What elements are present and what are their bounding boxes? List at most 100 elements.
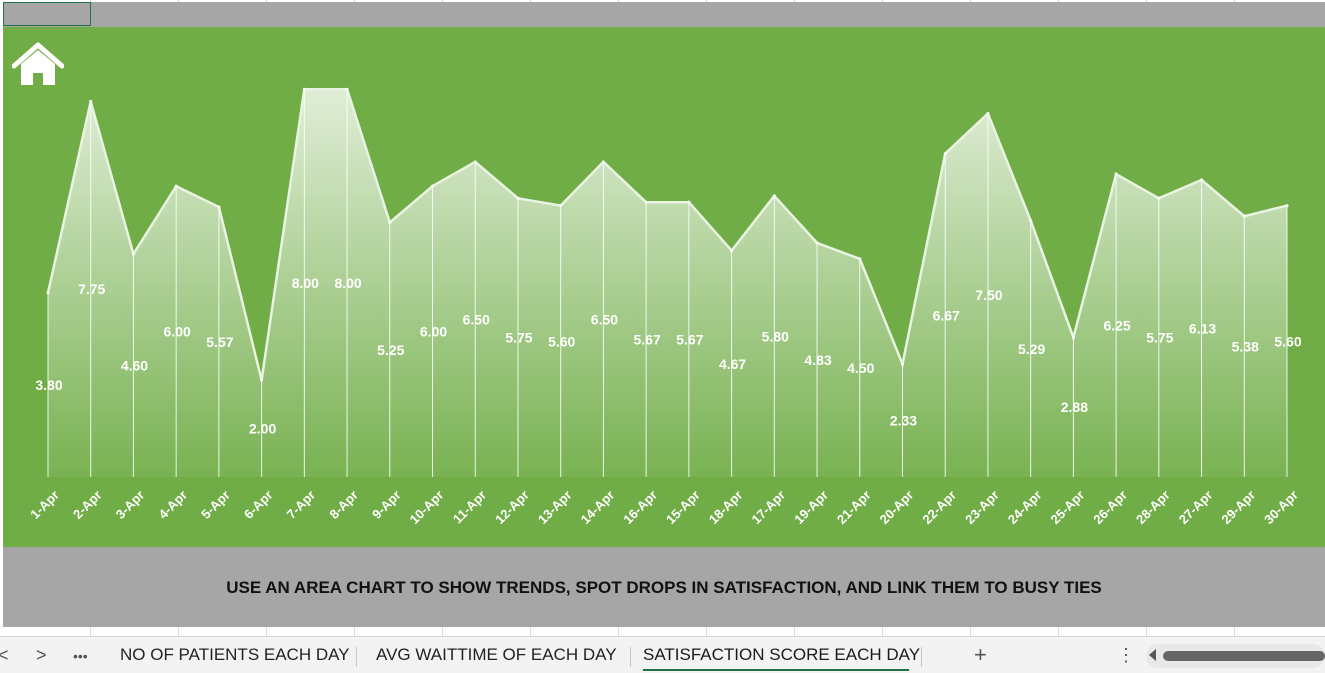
sheet-tab-bar: < > ••• NO OF PATIENTS EACH DAY AVG WAIT… — [0, 636, 1325, 673]
data-label: 2.00 — [249, 421, 276, 437]
tab-separator — [921, 647, 922, 667]
data-label: 5.57 — [206, 334, 233, 350]
data-point — [431, 184, 435, 188]
data-label: 6.50 — [463, 311, 490, 327]
data-label: 5.75 — [505, 330, 532, 346]
data-label: 2.33 — [890, 413, 917, 429]
x-tick-label: 2-Apr — [70, 487, 105, 522]
data-point — [1200, 178, 1204, 182]
x-tick-label: 3-Apr — [113, 487, 148, 522]
data-point — [131, 252, 135, 256]
data-point — [260, 378, 264, 382]
more-sheets-button[interactable]: ••• — [73, 648, 88, 664]
data-point — [46, 291, 50, 295]
data-label: 5.25 — [377, 342, 404, 358]
data-point — [217, 205, 221, 209]
data-label: 6.67 — [933, 307, 960, 323]
data-point — [1029, 219, 1033, 223]
series-line — [46, 87, 1288, 381]
x-tick-label: 26-Apr — [1090, 487, 1130, 527]
x-tick-label: 22-Apr — [919, 487, 959, 527]
data-label: 5.38 — [1232, 339, 1259, 355]
tab-avg-waittime[interactable]: AVG WAITTIME OF EACH DAY — [376, 645, 617, 664]
data-point — [900, 362, 904, 366]
x-tick-label: 16-Apr — [620, 487, 660, 527]
data-point — [858, 257, 862, 261]
data-label: 5.60 — [1274, 333, 1301, 349]
x-tick-label: 6-Apr — [241, 487, 276, 522]
x-tick-label: 21-Apr — [834, 487, 874, 527]
x-tick-label: 14-Apr — [578, 487, 618, 527]
data-point — [687, 200, 691, 204]
data-point — [89, 99, 93, 103]
tab-satisfaction-score[interactable]: SATISFACTION SCORE EACH DAY — [643, 645, 921, 664]
x-tick-label: 27-Apr — [1176, 487, 1216, 527]
data-label: 6.25 — [1103, 318, 1130, 334]
data-label: 5.67 — [676, 332, 703, 348]
data-label: 7.75 — [78, 281, 105, 297]
x-tick-label: 12-Apr — [492, 487, 532, 527]
data-point — [1114, 172, 1118, 176]
data-label: 6.00 — [164, 324, 191, 340]
data-point — [174, 184, 178, 188]
x-tick-label: 9-Apr — [369, 487, 404, 522]
x-tick-label: 7-Apr — [284, 487, 319, 522]
data-label: 5.60 — [548, 333, 575, 349]
area-chart: 3.80 7.75 4.60 6.00 5.57 2.00 8.00 8.00 5.25 6.00… — [27, 87, 1302, 527]
data-point — [473, 160, 477, 164]
data-label: 3.80 — [35, 377, 62, 393]
data-label: 2.88 — [1061, 399, 1088, 415]
chart-note: USE AN AREA CHART TO SHOW TRENDS, SPOT D… — [226, 578, 1102, 597]
x-tick-label: 29-Apr — [1218, 487, 1258, 527]
x-tick-label: 30-Apr — [1261, 487, 1301, 527]
tab-no-of-patients[interactable]: NO OF PATIENTS EACH DAY — [120, 645, 350, 664]
active-tab-indicator — [643, 669, 909, 671]
data-label: 5.29 — [1018, 341, 1045, 357]
x-tick-label: 18-Apr — [706, 487, 746, 527]
x-tick-label: 23-Apr — [962, 487, 1002, 527]
data-point — [388, 221, 392, 225]
header-band — [3, 2, 1325, 27]
tab-separator — [356, 647, 357, 667]
options-icon[interactable]: ⋮ — [1117, 645, 1135, 665]
scroll-left-icon[interactable] — [1149, 649, 1156, 661]
data-point — [644, 200, 648, 204]
x-tick-label: 13-Apr — [535, 487, 575, 527]
tab-separator — [630, 647, 631, 667]
data-point — [943, 152, 947, 156]
data-label: 5.75 — [1146, 330, 1173, 346]
x-tick-label: 8-Apr — [326, 487, 361, 522]
x-tick-label: 5-Apr — [198, 487, 233, 522]
home-icon[interactable] — [11, 42, 65, 88]
data-point — [1285, 204, 1289, 208]
data-label: 4.83 — [804, 352, 831, 368]
data-label: 4.60 — [121, 358, 148, 374]
data-point — [986, 111, 990, 115]
data-label: 4.67 — [719, 356, 746, 372]
x-tick-label: 15-Apr — [663, 487, 703, 527]
data-point — [1157, 196, 1161, 200]
x-tick-label: 19-Apr — [791, 487, 831, 527]
prev-sheet-button[interactable]: < — [0, 645, 9, 665]
data-point — [559, 204, 563, 208]
chart-area[interactable]: 3.80 7.75 4.60 6.00 5.57 2.00 8.00 8.00 5.25 6.00… — [3, 27, 1325, 547]
x-tick-label: 10-Apr — [407, 487, 447, 527]
scrollbar-thumb[interactable] — [1163, 651, 1325, 661]
add-sheet-button[interactable]: + — [974, 642, 987, 667]
data-point — [730, 249, 734, 253]
data-label: 4.50 — [847, 360, 874, 376]
data-point — [302, 87, 306, 91]
data-label: 5.67 — [634, 332, 661, 348]
data-point — [815, 241, 819, 245]
selected-cell[interactable] — [3, 2, 91, 26]
next-sheet-button[interactable]: > — [36, 645, 47, 665]
data-label: 8.00 — [334, 275, 361, 291]
data-point — [1071, 335, 1075, 339]
footer-band — [3, 547, 1325, 627]
data-label: 5.80 — [762, 328, 789, 344]
x-tick-label: 1-Apr — [27, 487, 62, 522]
data-label: 6.50 — [591, 311, 618, 327]
data-label: 7.50 — [975, 287, 1002, 303]
x-tick-label: 24-Apr — [1005, 487, 1045, 527]
data-label: 8.00 — [292, 275, 319, 291]
